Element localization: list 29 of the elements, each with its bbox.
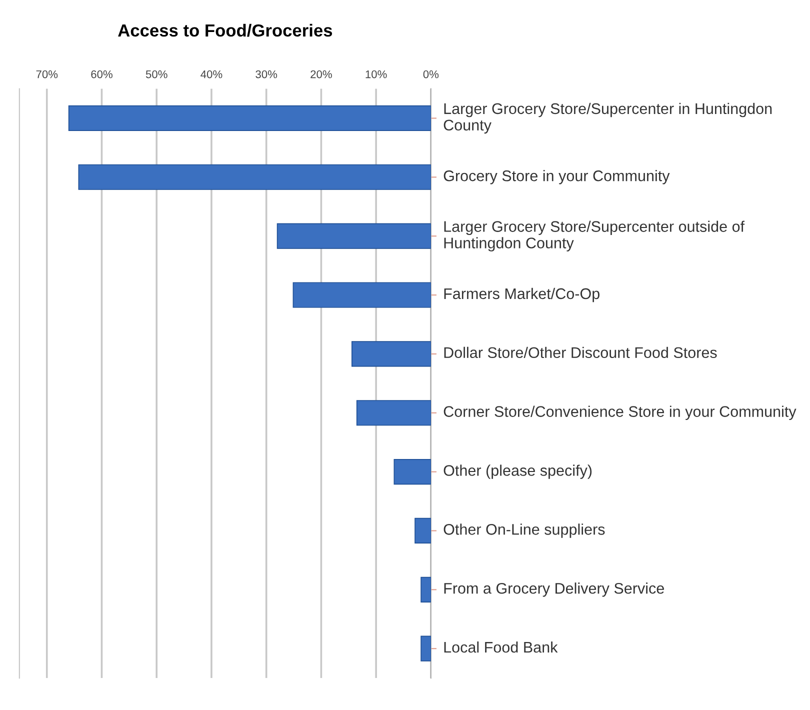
bar <box>394 459 431 485</box>
bar <box>356 400 431 426</box>
bar <box>276 223 431 249</box>
x-tick-label: 10% <box>366 70 387 78</box>
x-tick-label: 50% <box>146 70 168 78</box>
y-tick-label: Corner Store/Convenience Store in your Community <box>444 406 796 420</box>
bar <box>292 282 431 308</box>
x-tick-label: 70% <box>36 70 58 78</box>
y-tick-label: Dollar Store/Other Discount Food Stores <box>444 346 717 358</box>
y-tick-label: Larger Grocery Store/Supercenter outside of Huntingdon County <box>444 220 745 252</box>
bar <box>414 518 431 544</box>
bar <box>420 576 431 602</box>
y-tick-label: Farmers Market/Co-Op <box>444 288 600 302</box>
x-tick-label: 40% <box>200 70 222 78</box>
x-tick-label: 20% <box>310 70 332 78</box>
chart-title: Access to Food/Groceries <box>118 24 332 37</box>
y-tick-label: Grocery Store in your Community <box>444 170 670 184</box>
bar <box>78 164 431 190</box>
y-tick-label: Other (please specify) <box>444 464 592 479</box>
bar <box>68 105 431 132</box>
y-tick-label: Other On-Line suppliers <box>444 524 605 538</box>
x-tick-label: 30% <box>256 70 278 78</box>
x-tick-label: 0% <box>423 70 439 78</box>
y-tick-label: From a Grocery Delivery Service <box>444 582 664 597</box>
bar <box>420 636 431 662</box>
x-tick-label: 60% <box>91 70 112 78</box>
bar <box>351 341 431 367</box>
y-tick-label: Local Food Bank <box>444 641 558 653</box>
y-tick-label: Larger Grocery Store/Supercenter in Huntingdon County <box>444 102 772 134</box>
